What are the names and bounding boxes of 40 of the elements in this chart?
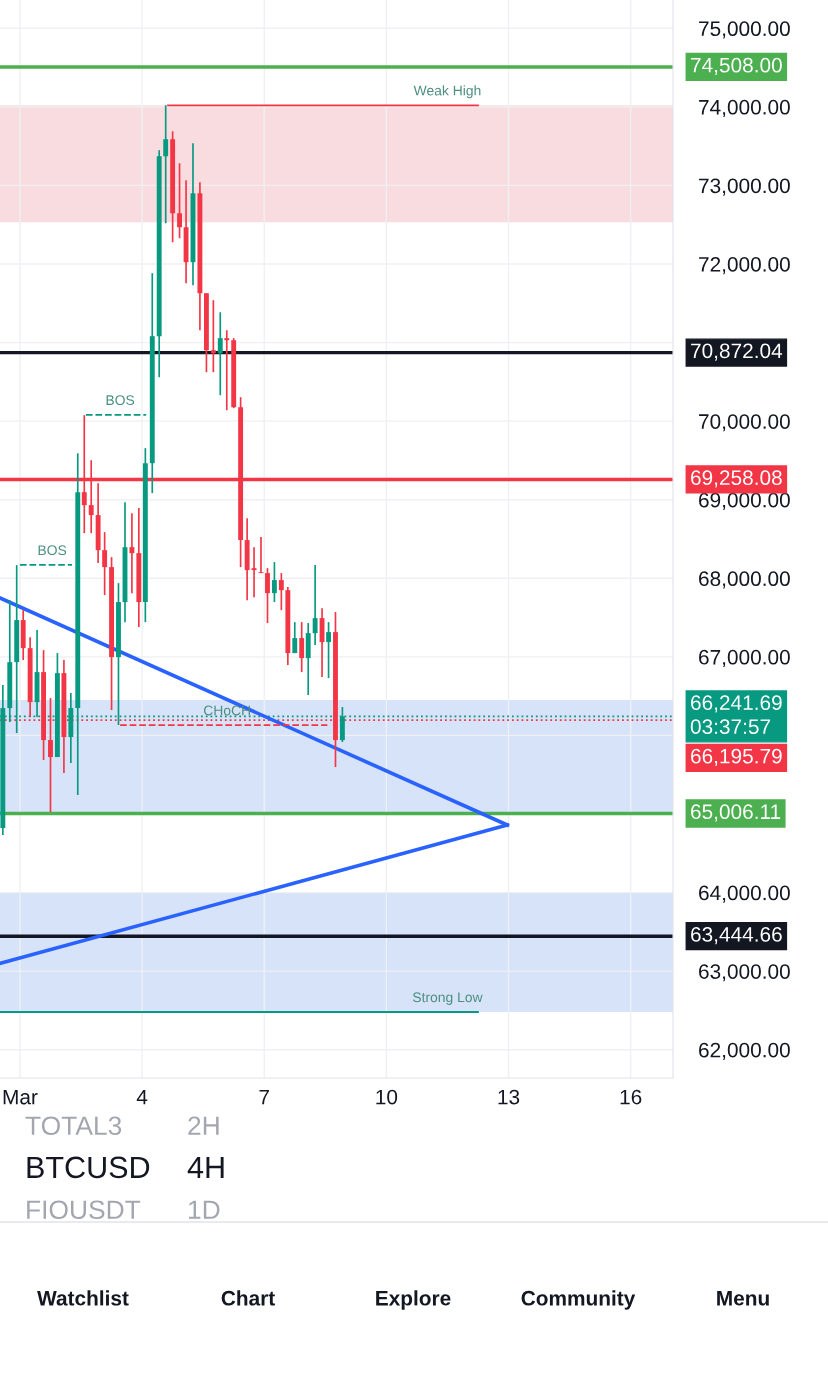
x-tick-label: 7 [259,1089,269,1105]
text: Watchlist [37,1290,129,1306]
text: Menu [717,1291,769,1306]
x-tick-label: 13 [498,1089,520,1105]
x-tick-label: Mar [3,1089,38,1105]
y-tick-label: 67,000.00 [699,649,790,668]
text: 4H [187,1156,224,1178]
y-tick-label: 69,000.00 [699,492,790,510]
x-tick-label: 16 [620,1089,642,1105]
ref-line-label: 74,508.00 [691,57,782,75]
text: Explore [376,1290,451,1310]
x-tick-label: 4 [136,1089,148,1105]
y-tick-label: 75,000.00 [699,21,790,39]
text: Chart [221,1290,275,1306]
ref-line-label: 70,872.04 [691,343,783,361]
ref-line-label: 65,006.11 [691,804,781,822]
ref-line-label: 69,258.08 [691,470,782,488]
text: TOTAL3 [25,1116,122,1136]
y-tick-label: 68,000.00 [699,571,790,589]
text: BTCUSD [27,1156,150,1179]
text: 2H [188,1116,219,1135]
ref-line-label: 63,444.66 [691,927,782,945]
ref-line-label: 66,195.79 [691,748,782,766]
annotation: Strong Low [412,992,483,1005]
annotation: CHoCH [203,705,250,716]
y-tick-label: 72,000.00 [699,257,790,275]
ref-line-label: 66,241.69 03:37:57 [690,695,782,735]
text: FIOUSDT [27,1200,141,1220]
x-tick-label: 10 [376,1089,398,1105]
annotation: BOS [38,545,67,556]
text: Community [521,1290,636,1310]
text: 1D [189,1200,220,1219]
y-tick-label: 63,000.00 [699,964,790,982]
y-tick-label: 74,000.00 [699,99,790,118]
y-tick-label: 64,000.00 [699,885,790,903]
y-tick-label: 73,000.00 [699,178,790,196]
y-tick-label: 62,000.00 [699,1042,790,1060]
y-tick-label: 70,000.00 [699,414,790,432]
annotation: BOS [106,395,135,406]
annotation: Weak High [413,85,481,99]
